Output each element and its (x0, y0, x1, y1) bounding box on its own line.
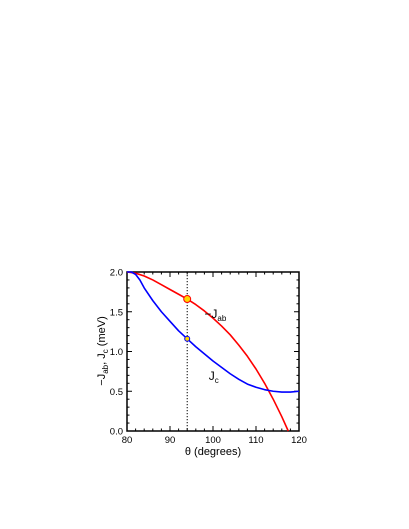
y-tick-label: 0.5 (110, 387, 123, 398)
series-layer (126, 271, 300, 432)
series-labels: −Jab Jc (204, 307, 226, 385)
ticks (126, 271, 300, 432)
x-axis-title: θ (degrees) (185, 446, 241, 458)
series-marker-jab (183, 295, 192, 304)
x-tick-label: 100 (205, 435, 221, 446)
plot-frame (126, 271, 300, 432)
y-tick-label: 1.5 (110, 307, 123, 318)
y-axis-title: −Jab, Jc (meV) (96, 316, 110, 385)
series-label-jc: Jc (209, 369, 219, 385)
x-tick-label: 110 (248, 435, 263, 446)
x-tick-label: 90 (165, 435, 176, 446)
series-line-jc (127, 271, 300, 393)
series-marker-jc (184, 335, 191, 342)
y-tick-label: 1.0 (110, 347, 123, 358)
y-tick-label: 0.0 (110, 427, 123, 438)
tick-labels: 80 90 100 110 120 0.0 0.5 1.0 1.5 2.0 (110, 268, 307, 447)
y-tick-label: 2.0 (110, 268, 123, 279)
x-tick-label: 80 (122, 435, 133, 446)
series-line-jab (126, 271, 289, 432)
series-label-jab: −Jab (204, 307, 226, 323)
x-tick-label: 120 (291, 435, 307, 446)
